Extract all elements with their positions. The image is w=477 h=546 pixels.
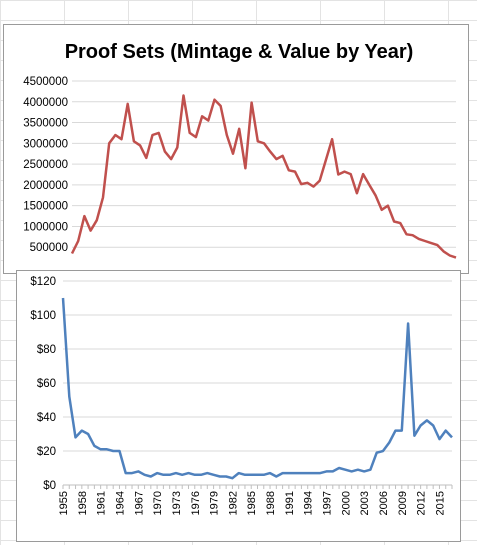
x-tick-label: 2015 — [434, 491, 446, 515]
y-tick-label: $100 — [30, 310, 56, 322]
y-tick-label: $40 — [37, 412, 56, 424]
y-tick-label: $20 — [37, 446, 56, 458]
y-tick-label: 4500000 — [23, 76, 68, 88]
value-series-line — [61, 297, 453, 480]
mintage-chart[interactable]: Proof Sets (Mintage & Value by Year) 450… — [3, 24, 469, 274]
y-tick-label: 1500000 — [23, 201, 68, 213]
value-chart-svg: $120 $100 $80 $60 $40 $20 $0 1955 1958 1961 1964 1… — [30, 276, 453, 515]
y-tick-label: $0 — [43, 480, 56, 492]
value-chart[interactable]: $120 $100 $80 $60 $40 $20 $0 1955 1958 1961 1964 1… — [16, 270, 461, 542]
x-tick-label: 2012 — [416, 491, 428, 515]
x-tick-label: 1979 — [209, 491, 221, 515]
mintage-series-line — [70, 94, 457, 259]
y-tick-label: 2500000 — [23, 159, 68, 171]
x-tick-label: 1997 — [322, 491, 334, 515]
x-tick-label: 1964 — [114, 491, 126, 515]
x-tick-label: 1970 — [152, 491, 164, 515]
x-tick-label: 1976 — [190, 491, 202, 515]
x-tick-label: 1955 — [58, 491, 70, 515]
y-tick-label: 1000000 — [23, 221, 68, 233]
y-tick-label: 2000000 — [23, 180, 68, 192]
chart-title: Proof Sets (Mintage & Value by Year) — [65, 41, 414, 63]
mintage-chart-svg: Proof Sets (Mintage & Value by Year) 450… — [23, 41, 457, 259]
x-tick-label: 1988 — [265, 491, 277, 515]
y-tick-label: 3500000 — [23, 118, 68, 130]
y-tick-label: 3000000 — [23, 138, 68, 150]
y-tick-label: $80 — [37, 344, 56, 356]
y-tick-label: 4000000 — [23, 97, 68, 109]
x-tick-label: 1991 — [284, 491, 296, 515]
x-tick-label: 2009 — [397, 491, 409, 515]
x-tick-label: 1967 — [133, 491, 145, 515]
x-tick-label: 2006 — [378, 491, 390, 515]
x-tick-label: 2000 — [340, 491, 352, 515]
x-tick-label: 1982 — [227, 491, 239, 515]
y-tick-label: $120 — [30, 276, 56, 288]
x-tick-label: 1985 — [246, 491, 258, 515]
x-tick-label: 1958 — [77, 491, 89, 515]
y-tick-label: 500000 — [30, 242, 68, 254]
x-tick-label: 1994 — [303, 491, 315, 515]
y-tick-label: $60 — [37, 378, 56, 390]
x-tick-label: 1961 — [96, 491, 108, 515]
x-tick-label: 2003 — [359, 491, 371, 515]
x-tick-label: 1973 — [171, 491, 183, 515]
